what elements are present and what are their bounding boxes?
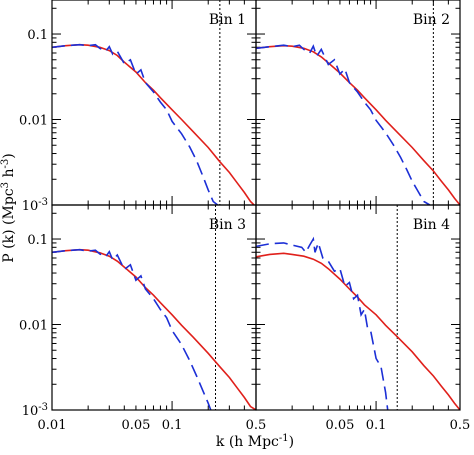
tick-marks — [255, 205, 461, 411]
y-tick-label: 10-3 — [22, 197, 48, 214]
panel-frame — [255, 204, 461, 411]
x-tick-label: 0.05 — [121, 418, 150, 433]
panel-frame — [255, 0, 461, 206]
panel-top-right: Bin 2 — [255, 0, 461, 206]
panel-grid: Bin 1 Bin 2 Bin 3 Bin 4 — [51, 0, 461, 411]
x-axis-title: k (h Mpc-1) — [216, 433, 294, 450]
x-tick-labels: 0.01 0.05 0.1 0.5 0.05 0.1 0.5 — [38, 418, 471, 433]
panel-bottom-left: Bin 3 — [51, 204, 257, 411]
x-tick-label: 0.5 — [450, 418, 471, 433]
y-tick-labels: 0.1 0.01 10-3 0.1 0.01 10-3 — [19, 28, 48, 419]
panel-top-left: Bin 1 — [51, 0, 257, 206]
bin-label: Bin 4 — [413, 217, 450, 233]
series-dashed-blue — [52, 43, 219, 205]
tick-marks — [255, 0, 461, 206]
y-tick-label: 0.1 — [27, 28, 48, 43]
x-tick-label: 0.05 — [325, 418, 354, 433]
series-solid-red — [256, 44, 460, 205]
y-tick-label: 0.1 — [27, 233, 48, 248]
series-solid-red — [52, 43, 256, 205]
x-tick-label: 0.1 — [366, 418, 387, 433]
y-tick-label: 0.01 — [19, 114, 48, 129]
tick-marks — [51, 205, 257, 411]
x-tick-label: 0.1 — [162, 418, 183, 433]
series-dashed-blue — [256, 44, 431, 205]
series-dashed-blue — [256, 236, 389, 410]
tick-marks — [51, 0, 257, 206]
y-tick-label: 10-3 — [22, 402, 48, 419]
y-axis-title: P (k) (Mpc3 h-3) — [0, 153, 17, 262]
x-tick-label: 0.5 — [246, 418, 267, 433]
panel-frame — [51, 0, 257, 206]
series-solid-red — [256, 252, 460, 410]
bin-label: Bin 3 — [209, 217, 246, 233]
x-tick-label: 0.01 — [38, 418, 67, 433]
series-solid-red — [52, 248, 256, 410]
bin-label: Bin 1 — [209, 12, 246, 28]
y-tick-label: 0.01 — [19, 319, 48, 334]
panel-frame — [51, 204, 257, 411]
bin-label: Bin 2 — [413, 12, 450, 28]
panel-bottom-right: Bin 4 — [255, 204, 461, 411]
series-dashed-blue — [52, 248, 212, 410]
